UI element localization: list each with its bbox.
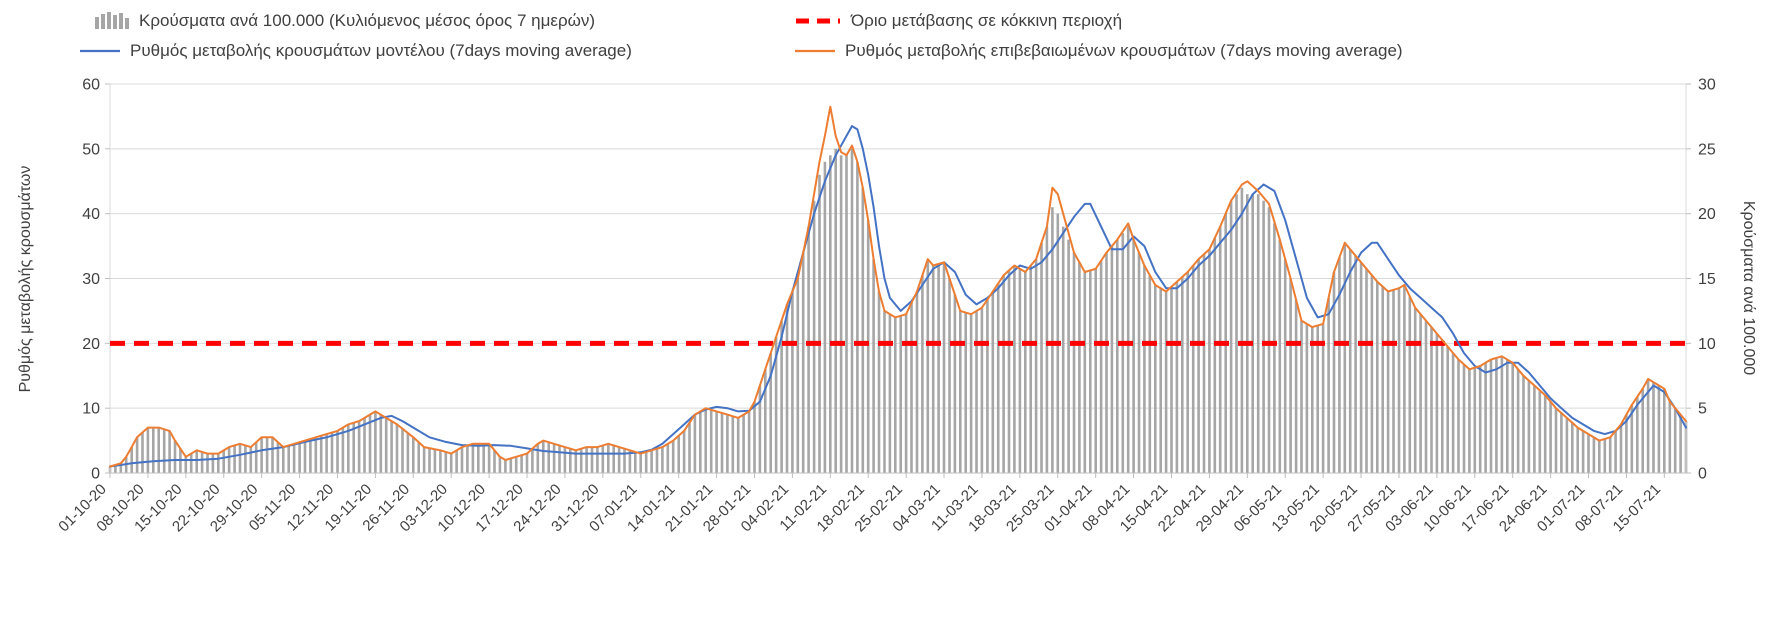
red-dashed-line-icon xyxy=(795,17,841,25)
svg-text:20: 20 xyxy=(1698,206,1716,223)
legend-item-confirmed-rate: Ρυθμός μεταβολής επιβεβαιωμένων κρουσμάτ… xyxy=(795,40,1403,61)
svg-text:40: 40 xyxy=(82,206,100,223)
bars-swatch-icon xyxy=(95,12,129,29)
series-line-confirmed-rate xyxy=(109,105,1687,468)
svg-text:0: 0 xyxy=(91,466,100,483)
series-line-model-rate xyxy=(109,125,1687,468)
svg-text:5: 5 xyxy=(1698,401,1707,418)
blue-line-icon xyxy=(80,47,120,55)
orange-line-icon xyxy=(795,47,835,55)
svg-text:30: 30 xyxy=(82,271,100,288)
legend-item-red-threshold: Όριο μετάβασης σε κόκκινη περιοχή xyxy=(795,10,1403,31)
svg-text:10: 10 xyxy=(82,401,100,418)
chart-legend: Κρούσματα ανά 100.000 (Κυλιόμενος μέσος … xyxy=(80,10,1403,61)
legend-label-confirmed-rate: Ρυθμός μεταβολής επιβεβαιωμένων κρουσμάτ… xyxy=(845,41,1403,60)
gridlines xyxy=(110,83,1686,409)
svg-text:60: 60 xyxy=(82,77,100,94)
legend-label-red-threshold: Όριο μετάβασης σε κόκκινη περιοχή xyxy=(851,11,1123,30)
x-axis-ticks: 01-10-2008-10-2015-10-2022-10-2029-10-20… xyxy=(55,473,1665,535)
left-axis-title: Ρυθμός μεταβολής κρουσμάτων xyxy=(17,165,34,393)
legend-label-model-rate: Ρυθμός μεταβολής κρουσμάτων μοντέλου (7d… xyxy=(130,41,632,60)
right-axis-title: Κρούσματα ανά 100.000 xyxy=(1740,200,1757,376)
legend-item-cases-per-100k: Κρούσματα ανά 100.000 (Κυλιόμενος μέσος … xyxy=(80,10,795,31)
legend-item-model-rate: Ρυθμός μεταβολής κρουσμάτων μοντέλου (7d… xyxy=(80,40,795,61)
bars-cases-per-100k xyxy=(108,148,1688,474)
right-axis-ticks: 0 5 10 15 20 25 30 xyxy=(1686,77,1716,483)
svg-text:15: 15 xyxy=(1698,271,1716,288)
svg-text:0: 0 xyxy=(1698,466,1707,483)
svg-text:10: 10 xyxy=(1698,336,1716,353)
svg-text:25: 25 xyxy=(1698,141,1716,158)
legend-label-cases-per-100k: Κρούσματα ανά 100.000 (Κυλιόμενος μέσος … xyxy=(139,11,596,30)
svg-text:20: 20 xyxy=(82,336,100,353)
svg-text:50: 50 xyxy=(82,141,100,158)
svg-text:30: 30 xyxy=(1698,77,1716,94)
left-axis-ticks: 0 10 20 30 40 50 60 xyxy=(82,77,110,483)
